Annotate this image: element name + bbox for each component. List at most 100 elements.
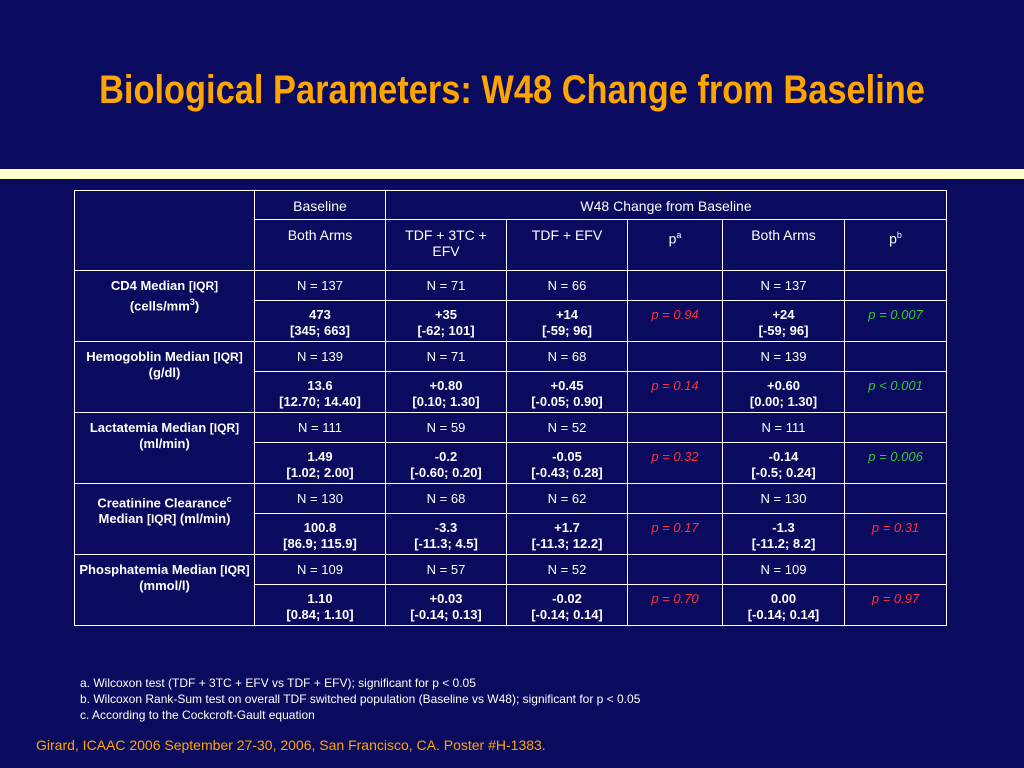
footnote-c: c. According to the Cockcroft-Gault equa…: [80, 708, 315, 722]
value-cell: -3.3 [-11.3; 4.5]: [385, 513, 507, 555]
iqr-range: [-11.3; 12.2]: [531, 536, 603, 551]
value: 0.00: [770, 591, 797, 606]
param-text: Creatinine Clearance: [97, 495, 227, 511]
iqr-range: [-0.14; 0.14]: [747, 607, 820, 622]
table-row: 1.49 [1.02; 2.00] -0.2 [-0.60; 0.20] -0.05…: [75, 442, 948, 484]
value-cell: +14 [-59; 96]: [506, 300, 628, 342]
header-baseline: Baseline: [254, 190, 386, 220]
param-phosphatemia: Phosphatemia Median [IQR] (mmol/l): [74, 554, 255, 626]
param-text: Median: [98, 511, 147, 527]
iqr-range: [0.00; 1.30]: [749, 394, 818, 409]
param-iqr: [IQR]: [213, 350, 243, 364]
n-cell: N = 66: [506, 270, 628, 301]
value-cell: 0.00 [-0.14; 0.14]: [722, 584, 845, 626]
footnotes: a. Wilcoxon test (TDF + 3TC + EFV vs TDF…: [80, 675, 640, 723]
table-row: 100.8 [86.9; 115.9] -3.3 [-11.3; 4.5] +1.7…: [75, 513, 948, 555]
n-cell: N = 137: [722, 270, 845, 301]
n-cell: N = 137: [254, 270, 386, 301]
table-row: 1.10 [0.84; 1.10] +0.03 [-0.14; 0.13] -0.0…: [75, 584, 948, 626]
value-cell: -0.02 [-0.14; 0.14]: [506, 584, 628, 626]
iqr-range: [-0.14; 0.14]: [531, 607, 603, 622]
iqr-range: [-0.5; 0.24]: [751, 465, 816, 480]
n-cell: N = 109: [254, 554, 386, 585]
value: +0.45: [550, 378, 584, 393]
param-text: CD4 Median: [110, 278, 189, 293]
value: -1.3: [772, 520, 795, 535]
value: 1.49: [307, 449, 333, 464]
value-cell: -1.3 [-11.2; 8.2]: [722, 513, 845, 555]
iqr-range: [-0.43; 0.28]: [531, 465, 603, 480]
n-cell: [843, 412, 948, 443]
param-sup: c: [226, 494, 232, 504]
n-cell: N = 52: [506, 412, 628, 443]
n-cell: N = 139: [254, 341, 386, 372]
n-cell: N = 62: [506, 483, 628, 514]
iqr-range: [0.84; 1.10]: [286, 607, 354, 622]
iqr-range: [-0.60; 0.20]: [410, 465, 482, 480]
value-cell: +1.7 [-11.3; 12.2]: [506, 513, 628, 555]
n-cell: N = 71: [385, 270, 507, 301]
value: -3.3: [434, 520, 458, 535]
header-both-arms-change: Both Arms: [722, 219, 845, 271]
n-cell: [843, 341, 948, 372]
p-value-a: p = 0.70: [627, 584, 723, 626]
value-cell: -0.2 [-0.60; 0.20]: [385, 442, 507, 484]
value: +14: [555, 307, 579, 322]
value: +0.60: [767, 378, 800, 393]
value-cell: 1.49 [1.02; 2.00]: [254, 442, 386, 484]
param-text: (cells/mm: [129, 298, 190, 314]
param-text: Hemogoblin Median: [86, 349, 214, 364]
param-creatinine-clearance: Creatinine Clearancec Median [IQR] (ml/m…: [74, 483, 255, 555]
value-cell: +24 [-59; 96]: [722, 300, 845, 342]
param-iqr: [IQR]: [188, 279, 219, 293]
value: -0.02: [552, 591, 582, 606]
param-text: (ml/min): [176, 511, 231, 527]
param-lactatemia: Lactatemia Median [IQR] (ml/min): [74, 412, 255, 484]
n-cell: N = 68: [506, 341, 628, 372]
n-cell: N = 139: [722, 341, 845, 372]
iqr-range: [-62; 101]: [417, 323, 475, 338]
iqr-range: [345; 663]: [290, 323, 350, 338]
table-row: Lactatemia Median [IQR](ml/min) N = 111 …: [74, 412, 948, 484]
header-p-a-label: p: [668, 230, 677, 247]
iqr-range: [1.02; 2.00]: [286, 465, 354, 480]
table-row: Creatinine Clearancec Median [IQR] (ml/m…: [74, 483, 948, 555]
param-sup: 3: [189, 297, 195, 307]
value-cell: -0.14 [-0.5; 0.24]: [722, 442, 845, 484]
p-value-b: p = 0.97: [843, 584, 948, 626]
iqr-range: [86.9; 115.9]: [283, 536, 357, 551]
value: 100.8: [303, 520, 337, 535]
n-cell: [843, 270, 948, 301]
header-tdf-efv: TDF + EFV: [506, 219, 628, 271]
value-cell: 1.10 [0.84; 1.10]: [254, 584, 386, 626]
header-p-b: pb: [843, 219, 948, 271]
n-cell: N = 111: [254, 412, 386, 443]
value: 1.10: [307, 591, 333, 606]
p-value-b: p = 0.006: [843, 442, 948, 484]
iqr-range: [-0.05; 0.90]: [531, 394, 603, 409]
param-iqr: [IQR]: [220, 563, 250, 577]
n-cell: N = 52: [506, 554, 628, 585]
header-tdf-3tc-efv: TDF + 3TC + EFV: [385, 219, 507, 271]
value-cell: 100.8 [86.9; 115.9]: [254, 513, 386, 555]
iqr-range: [-11.2; 8.2]: [751, 536, 816, 551]
n-cell: [627, 412, 723, 443]
n-cell: [627, 270, 723, 301]
n-cell: N = 130: [254, 483, 386, 514]
header-row-top: Baseline W48 Change from Baseline: [74, 190, 948, 271]
header-both-arms-baseline: Both Arms: [254, 219, 386, 271]
value: 473: [309, 307, 331, 322]
value-cell: -0.05 [-0.43; 0.28]: [506, 442, 628, 484]
n-cell: [843, 483, 948, 514]
parameters-table: Baseline W48 Change from Baseline Both A…: [74, 190, 948, 626]
param-text: (ml/min): [139, 436, 190, 451]
header-w48-change: W48 Change from Baseline: [384, 190, 948, 220]
citation: Girard, ICAAC 2006 September 27-30, 2006…: [36, 737, 546, 753]
footnote-a: a. Wilcoxon test (TDF + 3TC + EFV vs TDF…: [80, 676, 476, 690]
value-cell: +0.80 [0.10; 1.30]: [385, 371, 507, 413]
param-cd4: CD4 Median [IQR] (cells/mm3): [74, 270, 255, 342]
p-value-b: p < 0.001: [843, 371, 948, 413]
title-divider: [0, 169, 1024, 179]
p-value-a: p = 0.17: [627, 513, 723, 555]
value: -0.2: [434, 449, 458, 464]
